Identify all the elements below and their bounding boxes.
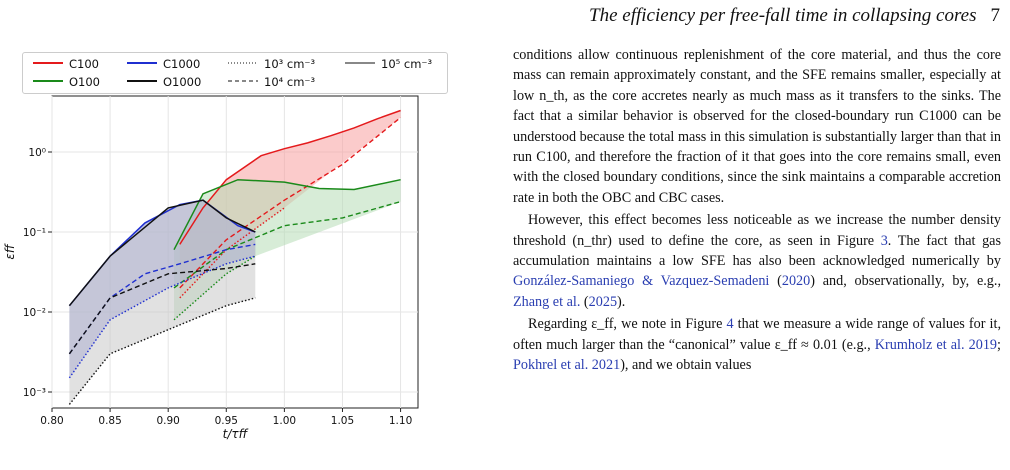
ref-zhang-year[interactable]: 2025 (588, 293, 618, 310)
paragraph-3: Regarding ε_ff, we note in Figure 4 that… (513, 316, 1001, 374)
legend-col-3: 10³ cm⁻³ 10⁴ cm⁻³ (228, 55, 338, 91)
body-text: conditions allow continuous replenishmen… (513, 45, 1001, 376)
y-tick-label: 10⁻³ (23, 387, 46, 399)
page-number: 7 (990, 5, 1001, 26)
x-tick-label: 1.05 (331, 415, 354, 427)
ref-zhang[interactable]: Zhang et al. (513, 293, 581, 310)
line-c1000-1e3 (68, 255, 256, 379)
efficiency-figure: 0.80 0.85 0.90 0.95 1.00 1.05 1.10 10⁻³ 10⁻² 10⁻¹… (3, 95, 419, 441)
line-c100-1e5 (179, 109, 401, 245)
legend-col-4: 10⁵ cm⁻³ (345, 55, 445, 73)
line-o100-1e5 (173, 178, 401, 251)
legend-item-1e3: 10³ cm⁻³ (228, 57, 316, 71)
legend-item-o100: O100 (33, 75, 101, 89)
line-c100-1e4 (179, 116, 402, 289)
y-axis-label: εff (3, 243, 17, 259)
running-title: The efficiency per free-fall time in col… (589, 5, 977, 26)
legend-item-1e4: 10⁴ cm⁻³ (228, 75, 316, 89)
ref-gonzalez-samaniego[interactable]: González-Samaniego & Vazquez-Semadeni (513, 273, 770, 290)
line-o1000-1e3 (68, 297, 256, 405)
x-tick-label: 0.90 (156, 415, 179, 427)
paragraph-2: However, this effect becomes less notice… (513, 212, 1001, 310)
legend-item-c1000: C1000 (127, 57, 201, 71)
x-axis-label: t/τff (223, 427, 249, 441)
legend-col-1: C100 O100 (33, 55, 113, 91)
figure-4-link[interactable]: 4 (726, 316, 734, 333)
paragraph-1: conditions allow continuous replenishmen… (513, 47, 1001, 206)
y-tick-label: 10⁻¹ (23, 227, 46, 239)
figure-3-link[interactable]: 3 (880, 232, 888, 249)
ref-gonzalez-year[interactable]: 2020 (781, 273, 811, 290)
legend-item-o1000: O1000 (127, 75, 202, 89)
line-o100-1e3 (173, 255, 256, 321)
legend-item-1e5: 10⁵ cm⁻³ (345, 57, 433, 71)
ref-krumholz[interactable]: Krumholz et al. 2019 (874, 336, 998, 353)
band-c100 (179, 110, 401, 298)
chart-legend: C100 O100 C1000 O1000 10³ cm⁻³ 10⁴ cm⁻³ … (22, 52, 448, 94)
line-o1000-1e5 (68, 199, 256, 307)
y-tick-label: 10⁻² (23, 307, 46, 319)
band-o100 (174, 179, 401, 320)
y-tick-label: 10⁰ (28, 147, 46, 159)
x-tick-label: 0.95 (215, 415, 238, 427)
line-o1000-1e4 (68, 263, 256, 355)
line-o100-1e4 (173, 200, 401, 289)
legend-col-2: C1000 O1000 (127, 55, 217, 91)
x-tick-label: 0.85 (98, 415, 121, 427)
ref-pokhrel[interactable]: Pokhrel et al. 2021 (513, 357, 621, 374)
band-o1000 (69, 200, 256, 405)
x-tick-label: 0.80 (40, 415, 63, 427)
x-tick-label: 1.10 (389, 415, 412, 427)
running-header: The efficiency per free-fall time in col… (470, 5, 1000, 27)
x-tick-label: 1.00 (273, 415, 296, 427)
legend-item-c100: C100 (33, 57, 99, 71)
